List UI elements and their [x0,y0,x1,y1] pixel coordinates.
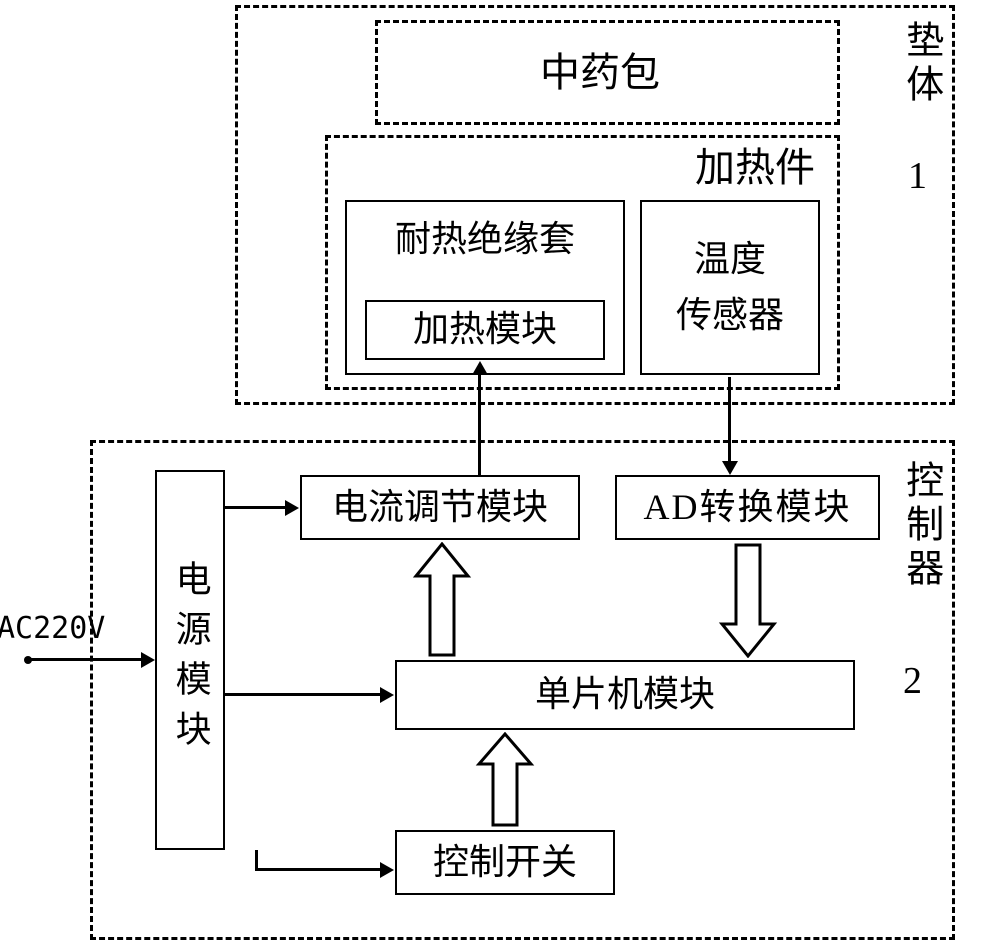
block-arrow-mcu-to-current [412,542,472,658]
heating-part-label: 加热件 [695,145,815,191]
arrow-power-to-switch-h [255,868,380,871]
mcu-label: 单片机模块 [535,673,715,716]
pad-body-label: 垫体 [898,20,942,108]
power-module-label: 电源模块 [168,560,211,760]
arrow-power-to-switch-v [255,850,258,870]
arrow-ac-to-power [30,658,141,661]
block-arrow-switch-to-mcu [475,732,535,828]
arrow-ac-to-power-head [141,652,155,668]
control-switch-box: 控制开关 [395,830,615,895]
pad-body-label-text: 垫体 [900,20,942,108]
power-module-box: 电源模块 [155,470,225,850]
current-adjust-box: 电流调节模块 [300,475,580,540]
controller-label: 控制器 [898,460,942,592]
mcu-box: 单片机模块 [395,660,855,730]
arrow-temp-to-ad-head [722,461,738,475]
arrow-power-to-switch-head [380,862,394,878]
ac-input-label: AC220V [0,612,105,647]
temp-sensor-label-2: 传感器 [676,294,784,337]
current-adjust-label: 电流调节模块 [332,486,548,529]
temp-sensor-label-1: 温度 [694,238,766,281]
ad-convert-label: AD转换模块 [644,486,852,529]
block-arrow-ad-to-mcu [718,542,778,658]
arrow-power-to-current-head [285,500,299,516]
arrow-power-to-mcu [225,693,380,696]
pad-body-num: 1 [908,155,927,199]
arrow-power-to-current [225,506,285,509]
arrow-power-to-mcu-head [380,687,394,703]
medicine-bag-label: 中药包 [540,50,660,96]
heating-module-label: 加热模块 [413,308,557,351]
temp-sensor-box: 温度 传感器 [640,200,820,375]
arrow-current-to-heating [478,374,481,475]
control-switch-label: 控制开关 [433,841,577,884]
insulation-sleeve-label: 耐热绝缘套 [395,218,575,261]
heating-module-box: 加热模块 [365,300,605,360]
diagram-canvas: 垫体 1 中药包 加热件 耐热绝缘套 加热模块 温度 传感器 控制器 2 电源模… [0,0,1000,948]
ad-convert-box: AD转换模块 [615,475,880,540]
arrow-current-to-heating-head [472,361,488,375]
arrow-temp-to-ad [728,377,731,461]
controller-num: 2 [903,660,922,704]
